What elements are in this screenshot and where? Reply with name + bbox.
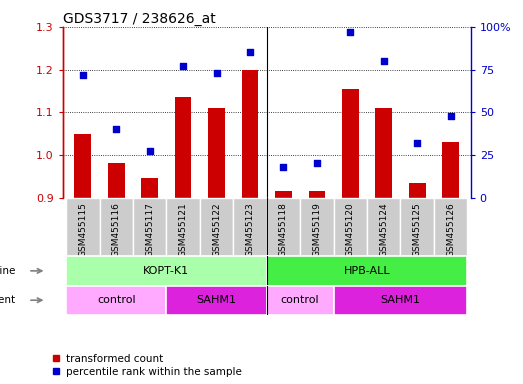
Bar (66, 256, 267, 286)
Text: SAHM1: SAHM1 (380, 295, 420, 305)
Bar (200, 197, 233, 256)
Bar (342, 89, 359, 197)
Bar (99, 197, 133, 256)
Legend: transformed count, percentile rank within the sample: transformed count, percentile rank withi… (52, 354, 242, 377)
Text: GSM455126: GSM455126 (446, 202, 455, 257)
Point (246, 50, 254, 56)
Text: GSM455122: GSM455122 (212, 202, 221, 257)
Bar (208, 108, 225, 197)
Bar (66, 197, 99, 256)
Bar (166, 197, 200, 256)
Text: agent: agent (0, 295, 16, 305)
Text: control: control (281, 295, 320, 305)
Bar (334, 286, 468, 315)
Point (447, 113, 455, 119)
Bar (242, 70, 258, 197)
Bar (74, 134, 91, 197)
Point (313, 161, 321, 167)
Bar (175, 97, 191, 197)
Bar (401, 197, 434, 256)
Point (179, 63, 187, 69)
Text: GSM455115: GSM455115 (78, 202, 87, 257)
Point (112, 126, 120, 132)
Text: GSM455120: GSM455120 (346, 202, 355, 257)
Text: GSM455125: GSM455125 (413, 202, 422, 257)
Point (380, 58, 388, 64)
Bar (267, 286, 334, 315)
Text: GSM455117: GSM455117 (145, 202, 154, 257)
Text: GSM455121: GSM455121 (179, 202, 188, 257)
Point (145, 148, 154, 154)
Text: GSM455123: GSM455123 (245, 202, 255, 257)
Bar (300, 197, 334, 256)
Point (78, 71, 87, 78)
Text: HPB-ALL: HPB-ALL (344, 266, 390, 276)
Point (346, 29, 355, 35)
Text: GSM455116: GSM455116 (112, 202, 121, 257)
Point (413, 140, 422, 146)
Text: GSM455124: GSM455124 (379, 202, 388, 257)
Text: KOPT-K1: KOPT-K1 (143, 266, 189, 276)
Bar (166, 286, 267, 315)
Bar (367, 197, 401, 256)
Bar (267, 197, 300, 256)
Bar (233, 197, 267, 256)
Text: GSM455118: GSM455118 (279, 202, 288, 257)
Bar (133, 197, 166, 256)
Bar (108, 164, 124, 197)
Bar (309, 191, 325, 197)
Bar (409, 183, 426, 197)
Text: GSM455119: GSM455119 (312, 202, 322, 257)
Point (212, 70, 221, 76)
Bar (376, 108, 392, 197)
Bar (442, 142, 459, 197)
Text: GDS3717 / 238626_at: GDS3717 / 238626_at (63, 12, 215, 26)
Point (279, 164, 288, 170)
Bar (275, 191, 292, 197)
Text: control: control (97, 295, 135, 305)
Text: cell line: cell line (0, 266, 16, 276)
Bar (334, 197, 367, 256)
Text: SAHM1: SAHM1 (197, 295, 236, 305)
Bar (267, 256, 468, 286)
Bar (434, 197, 468, 256)
Bar (141, 178, 158, 197)
Bar (66, 286, 166, 315)
